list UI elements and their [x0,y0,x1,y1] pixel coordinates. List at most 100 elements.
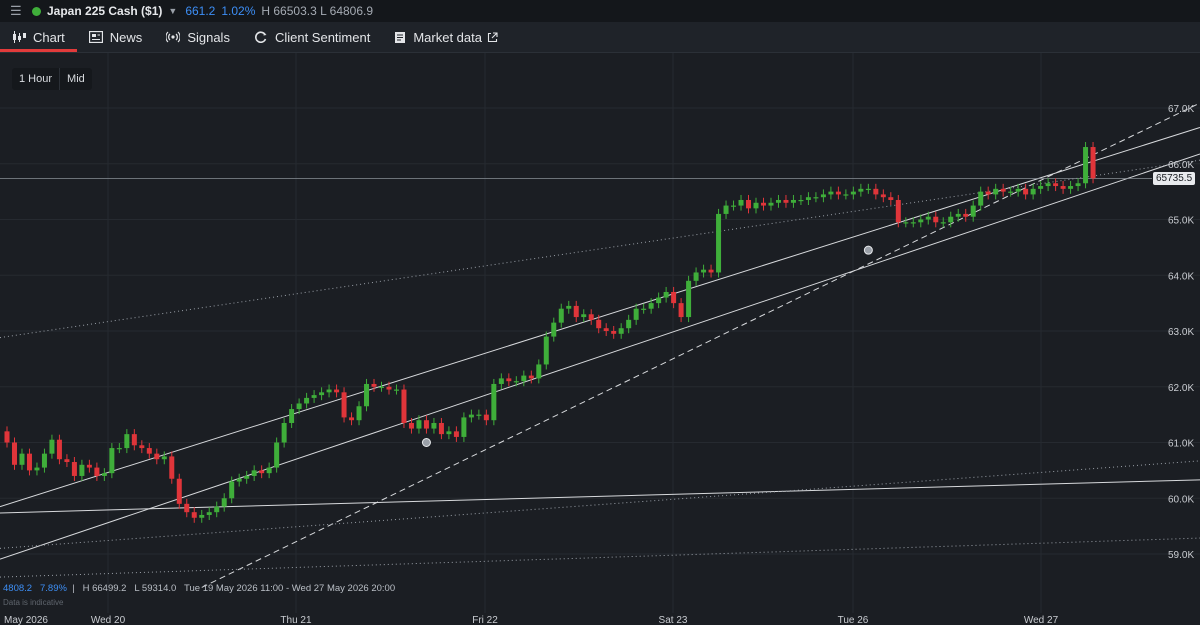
x-tick-label: Tue 26 [838,615,869,625]
candle-body [214,506,220,513]
period-change-pct: 7.89% [39,583,67,594]
candle-body [304,397,310,404]
candle-body [49,439,55,454]
y-tick-label: 60.0K [1168,494,1194,505]
candle-body [356,406,362,421]
candle-body [910,222,916,224]
candle-body [686,280,692,318]
candle-body [379,386,384,388]
candle-body [4,431,10,443]
candle-body [319,392,325,396]
candle-body [955,213,961,217]
candle-body [311,395,317,398]
timeframe-button[interactable]: 1 Hour [19,73,53,85]
x-tick-label: Fri 22 [472,615,498,625]
candle-body [805,197,811,200]
tab-signals[interactable]: Signals [154,22,242,52]
trend-line [201,102,1200,588]
candle-body [850,191,856,195]
candle-body [716,213,722,273]
candle-body [588,314,594,320]
trendline-anchor-handle [421,438,431,447]
candle-body [199,514,205,518]
candle-body [1060,186,1066,189]
trend-line [0,460,1200,549]
period-info: 4808.2 7.89% | H 66499.2 L 59314.0 Tue 1… [3,583,396,594]
trendline-anchor-handle [863,245,873,255]
candle-body [798,199,804,202]
candle-body [169,456,175,479]
candle-body [880,194,886,198]
candle-body [925,216,931,220]
x-tick-label: Sat 23 [659,615,688,625]
y-tick-label: 63.0K [1168,327,1194,338]
candle-body [551,322,557,337]
candle-body [835,191,841,195]
timeframe-selector: 1 Hour Mid [12,68,92,90]
candle-body [543,336,549,365]
candle-body [289,409,295,423]
price-change: 661.2 [185,4,216,18]
trend-line [0,537,1200,578]
candle-body [341,392,347,418]
tab-market-data[interactable]: Market data [382,22,517,52]
candle-body [349,417,355,421]
candle-body [423,420,429,429]
candle-body [1000,188,1006,192]
candle-body [678,303,684,318]
tab-news[interactable]: News [77,22,155,52]
candle-body [933,216,939,223]
tab-client-sentiment[interactable]: Client Sentiment [242,22,382,52]
external-link-icon [487,31,498,42]
period-range: Tue 19 May 2026 11:00 - Wed 27 May 2026 … [184,583,396,594]
candle-body [139,445,145,449]
tab-market-data-label: Market data [413,29,482,45]
candle-body [506,378,512,382]
tab-client-sentiment-label: Client Sentiment [274,29,371,45]
candle-body [296,403,302,410]
candle-body [1068,186,1074,189]
candle-body [671,291,677,304]
candle-body [191,512,197,518]
candle-body [446,431,452,435]
price-change-pct: 1.02% [221,4,256,18]
candle-body [281,422,287,443]
candle-body [416,420,422,429]
candle-body [888,197,894,200]
instrument-header: ☰ Japan 225 Cash ($1) ▼ 661.2 1.02% H 66… [0,0,1200,22]
candle-body [1053,183,1059,187]
candle-body [364,383,370,407]
tab-bar: Chart News Signals Client Sentiment Mark… [0,22,1200,53]
y-tick-label: 67.0K [1168,104,1194,115]
chart-area[interactable]: 67.0K 66.0K 65.0K 64.0K 63.0K 62.0K 61.0K 60.0K… [0,53,1200,625]
candle-body [513,381,519,383]
instrument-name[interactable]: Japan 225 Cash ($1) [47,4,163,18]
candle-body [963,213,969,217]
chevron-down-icon[interactable]: ▼ [168,6,178,16]
hamburger-menu-icon[interactable]: ☰ [10,3,22,18]
candle-body [581,314,587,318]
price-chart[interactable]: 67.0K 66.0K 65.0K 64.0K 63.0K 62.0K 61.0K 60.0K… [0,53,1200,625]
candle-body [56,439,62,460]
y-tick-label: 64.0K [1168,271,1194,282]
candle-body [116,448,122,450]
candle-body [558,308,564,323]
tab-chart[interactable]: Chart [0,22,77,52]
candle-body [626,319,632,329]
price-mode-button[interactable]: Mid [59,68,92,90]
candle-body [843,194,849,196]
candle-body [41,453,47,468]
candle-body [34,467,40,471]
candle-body [438,422,444,435]
candle-body [775,199,781,203]
news-icon [88,31,103,43]
high-low-range: H 66503.3 L 64806.9 [261,4,374,18]
candle-body [94,467,100,476]
candle-body [1083,147,1089,184]
candle-body [408,422,414,429]
candle-body [723,205,729,214]
candle-body [491,383,497,421]
candle-body [993,188,999,195]
candle-body [746,199,752,209]
candle-body [483,414,489,421]
